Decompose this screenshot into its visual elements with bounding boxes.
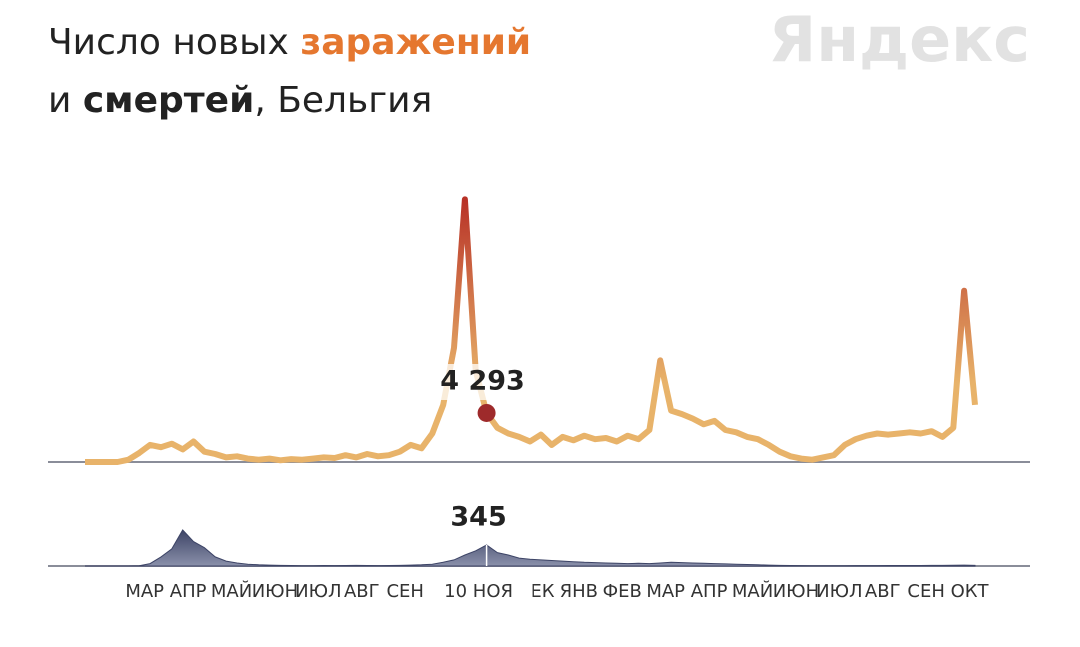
title-line-1: Число новых заражений xyxy=(48,22,531,63)
infections-line xyxy=(85,196,978,465)
label-bg xyxy=(434,364,531,400)
title-line-2: и смертей, Бельгия xyxy=(48,80,432,121)
highlight-date: 10 НОЯ xyxy=(444,581,513,602)
x-tick-label: ИЮЛ xyxy=(295,581,341,602)
x-tick-label: АВГ xyxy=(865,581,901,602)
x-tick-label: АВГ xyxy=(344,581,380,602)
x-tick-label: ФЕВ xyxy=(603,581,642,602)
title-part: , Бельгия xyxy=(254,80,432,121)
x-tick-label: МАЙ xyxy=(211,580,252,602)
title-part: Число новых xyxy=(48,22,300,63)
x-tick-label: ИЮН xyxy=(773,581,819,602)
x-tick-label: АПР xyxy=(691,581,728,602)
x-tick-label: ИЮН xyxy=(252,581,298,602)
deaths-area xyxy=(85,529,976,567)
x-tick-label: ЯНВ xyxy=(560,581,598,602)
x-tick-label: МАР xyxy=(646,581,685,602)
x-tick-label: ОКТ xyxy=(951,581,990,602)
x-tick-label: ИЮЛ xyxy=(816,581,862,602)
title-part: и xyxy=(48,80,83,121)
x-tick-label: МАР xyxy=(125,581,164,602)
x-tick-label: МАЙ xyxy=(732,580,773,602)
x-tick-label: АПР xyxy=(170,581,207,602)
value-label: 345 xyxy=(450,502,506,533)
value-label: 4 293 xyxy=(440,366,525,397)
x-tick-label: СЕН xyxy=(907,581,944,602)
title-part: заражений xyxy=(300,22,531,63)
logo: Яндекс xyxy=(768,3,1030,76)
highlight-point xyxy=(477,403,496,422)
title-part: смертей xyxy=(83,80,254,121)
label-bg xyxy=(436,578,533,606)
x-tick-label: СЕН xyxy=(386,581,423,602)
